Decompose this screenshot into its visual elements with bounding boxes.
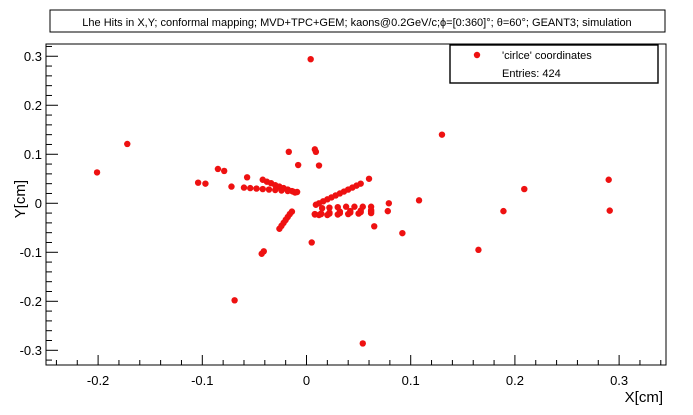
data-point [194, 179, 202, 186]
data-point [214, 165, 222, 173]
x-tick-label: 0 [303, 373, 310, 388]
legend-marker [473, 51, 481, 59]
y-tick-label: 0.3 [24, 49, 42, 64]
data-point [315, 162, 323, 169]
points-layer [93, 55, 613, 347]
data-point [521, 185, 528, 193]
data-point [124, 140, 131, 148]
data-point [312, 148, 320, 156]
y-tick-label: 0 [35, 196, 42, 211]
data-point [294, 161, 302, 169]
data-point [308, 239, 315, 246]
data-point [351, 203, 358, 210]
data-point [344, 210, 352, 218]
data-point [385, 200, 393, 207]
data-point [606, 207, 613, 214]
y-tick-label: -0.2 [20, 294, 42, 309]
data-point [399, 229, 406, 237]
legend-frame [449, 44, 659, 84]
data-point [315, 211, 323, 219]
x-tick-label: 0.1 [402, 373, 420, 388]
data-point [247, 184, 254, 192]
data-point [293, 188, 301, 196]
data-point [278, 187, 285, 194]
y-tick-label: -0.3 [20, 343, 42, 358]
data-point [342, 203, 350, 210]
legend-box: 'cirlce' coordinates Entries: 424 [449, 44, 659, 84]
data-point [285, 148, 292, 156]
data-point [334, 211, 341, 218]
data-point [240, 184, 248, 191]
data-point [307, 55, 314, 63]
data-point [475, 246, 482, 254]
data-point [288, 208, 296, 215]
frame-layer [45, 43, 667, 366]
data-point [259, 185, 266, 193]
data-point [202, 180, 209, 187]
data-point [355, 210, 362, 217]
y-tick-label: -0.1 [20, 245, 42, 260]
x-tick-label: 0.3 [610, 373, 628, 388]
data-point [326, 204, 333, 211]
x-axis-label: X[cm] [625, 389, 663, 406]
y-tick-label: 0.1 [24, 147, 42, 162]
title-box: Lhe Hits in X,Y; conformal mapping; MVD+… [49, 9, 666, 33]
y-tick-label: 0.2 [24, 98, 42, 113]
data-point [415, 197, 423, 204]
legend-entry-label: 'cirlce' coordinates [502, 50, 592, 62]
data-point [265, 186, 273, 193]
data-point [220, 167, 228, 175]
data-point [272, 186, 279, 194]
x-tick-label: -0.2 [87, 373, 109, 388]
legend-stats-label: Entries: 424 [502, 68, 561, 80]
x-tick-label: 0.2 [506, 373, 524, 388]
data-point [228, 183, 235, 190]
chart-title: Lhe Hits in X,Y; conformal mapping; MVD+… [82, 17, 631, 29]
ticks-layer: -0.2 -0.1 0 0.1 0.2 0.3 -0.3 -0.2 -0.1 0 0.1 0.2 0.3 [20, 45, 662, 388]
data-point [384, 207, 391, 215]
y-axis-label: Y[cm] [12, 180, 29, 218]
data-point [231, 297, 238, 304]
data-point [367, 209, 375, 217]
data-point [438, 131, 446, 138]
data-point [359, 340, 366, 347]
title-box-frame [49, 9, 666, 33]
data-point [284, 187, 291, 195]
data-point [253, 185, 260, 192]
data-point [258, 250, 265, 257]
data-point [371, 223, 378, 230]
data-point [324, 211, 331, 219]
plot-frame [45, 43, 667, 366]
x-tick-label: -0.1 [191, 373, 213, 388]
data-point [605, 176, 612, 183]
data-point [318, 204, 326, 212]
data-point [93, 169, 101, 176]
data-point [500, 207, 507, 215]
data-point [312, 201, 320, 208]
data-point [243, 174, 251, 181]
data-point [365, 175, 373, 182]
